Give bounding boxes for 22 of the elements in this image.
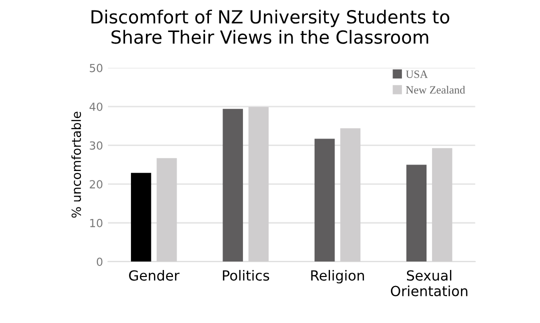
y-tick-label: 30 <box>90 141 102 150</box>
x-tick-label: Sexual Orientation <box>390 270 468 296</box>
bar <box>156 158 177 262</box>
y-tick-label: 0 <box>96 258 102 266</box>
bar <box>248 106 269 262</box>
y-tick-label: 40 <box>90 102 102 111</box>
x-tick-label: Gender <box>129 270 180 281</box>
x-tick-label: Politics <box>222 270 270 281</box>
legend-label: USA <box>406 70 428 78</box>
y-tick-label: 10 <box>90 218 102 228</box>
bar <box>406 164 427 262</box>
y-axis-title: % uncomfortable <box>71 112 82 218</box>
chart-title: Discomfort of NZ University Students to Share Their Views in the Classroom <box>92 10 450 44</box>
bar <box>314 138 335 262</box>
bar <box>432 148 452 262</box>
y-tick-label: 20 <box>90 180 102 188</box>
x-tick-label: Religion <box>311 270 364 284</box>
bar <box>222 108 243 262</box>
y-tick-label: 50 <box>90 64 102 72</box>
bar <box>340 128 360 262</box>
bar <box>130 172 152 262</box>
legend-label: New Zealand <box>406 86 466 94</box>
